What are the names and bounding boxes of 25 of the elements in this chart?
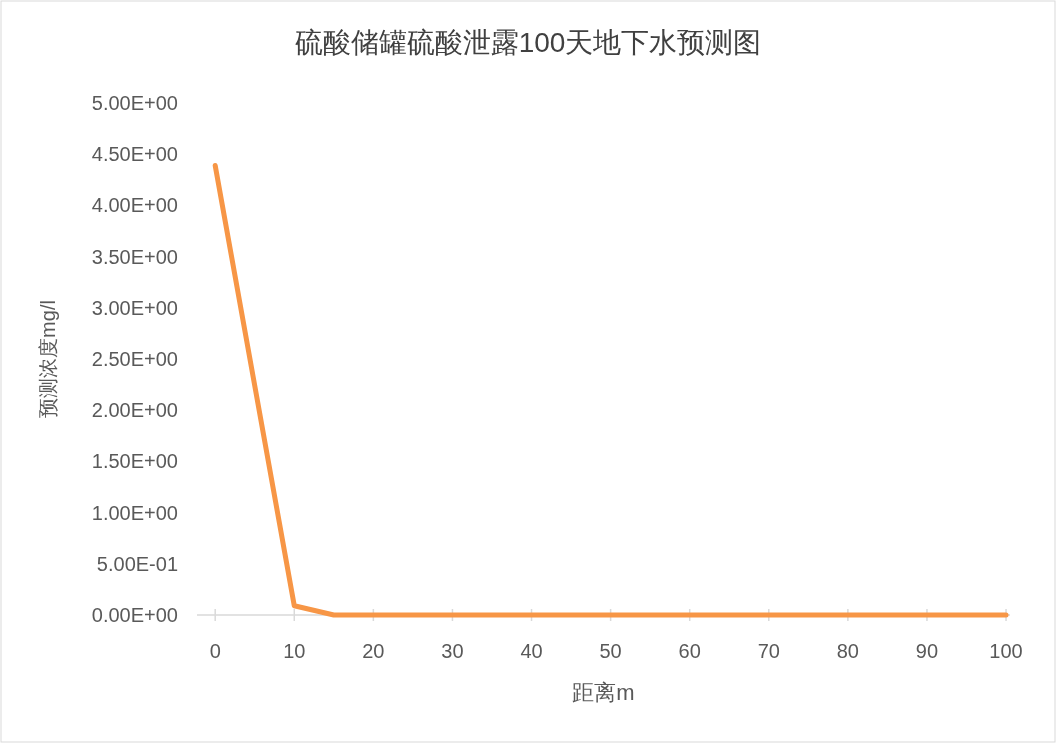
x-tick-label: 80 bbox=[836, 640, 859, 662]
y-tick-label: 4.50E+00 bbox=[91, 143, 178, 166]
x-tick-label: 20 bbox=[362, 640, 385, 662]
y-tick-label: 5.00E+00 bbox=[91, 92, 178, 114]
x-tick-label: 40 bbox=[520, 640, 543, 662]
x-tick-label: 100 bbox=[989, 640, 1023, 662]
y-tick-label: 0.00E+00 bbox=[91, 604, 178, 626]
y-tick-label: 1.50E+00 bbox=[91, 450, 178, 473]
x-tick-label: 10 bbox=[283, 640, 306, 662]
y-tick-label: 3.50E+00 bbox=[91, 245, 178, 268]
y-tick-label: 1.00E+00 bbox=[91, 501, 178, 524]
x-tick-label: 90 bbox=[915, 640, 939, 662]
y-tick-label: 4.00E+00 bbox=[91, 194, 178, 217]
y-tick-label: 2.50E+00 bbox=[91, 348, 178, 370]
x-tick-label: 70 bbox=[757, 640, 780, 662]
y-tick-label: 2.00E+00 bbox=[91, 399, 178, 422]
x-axis-title: 距离m bbox=[572, 680, 635, 705]
x-tick-label: 60 bbox=[678, 640, 701, 662]
y-tick-label: 3.00E+00 bbox=[91, 296, 178, 319]
x-tick-label: 0 bbox=[209, 640, 221, 662]
y-tick-label: 5.00E-01 bbox=[96, 552, 178, 575]
chart-title: 硫酸储罐硫酸泄露100天地下水预测图 bbox=[294, 27, 762, 58]
y-axis-title: 预测浓度mg/l bbox=[37, 300, 59, 418]
x-tick-label: 30 bbox=[441, 640, 464, 662]
x-tick-label: 50 bbox=[599, 640, 622, 662]
